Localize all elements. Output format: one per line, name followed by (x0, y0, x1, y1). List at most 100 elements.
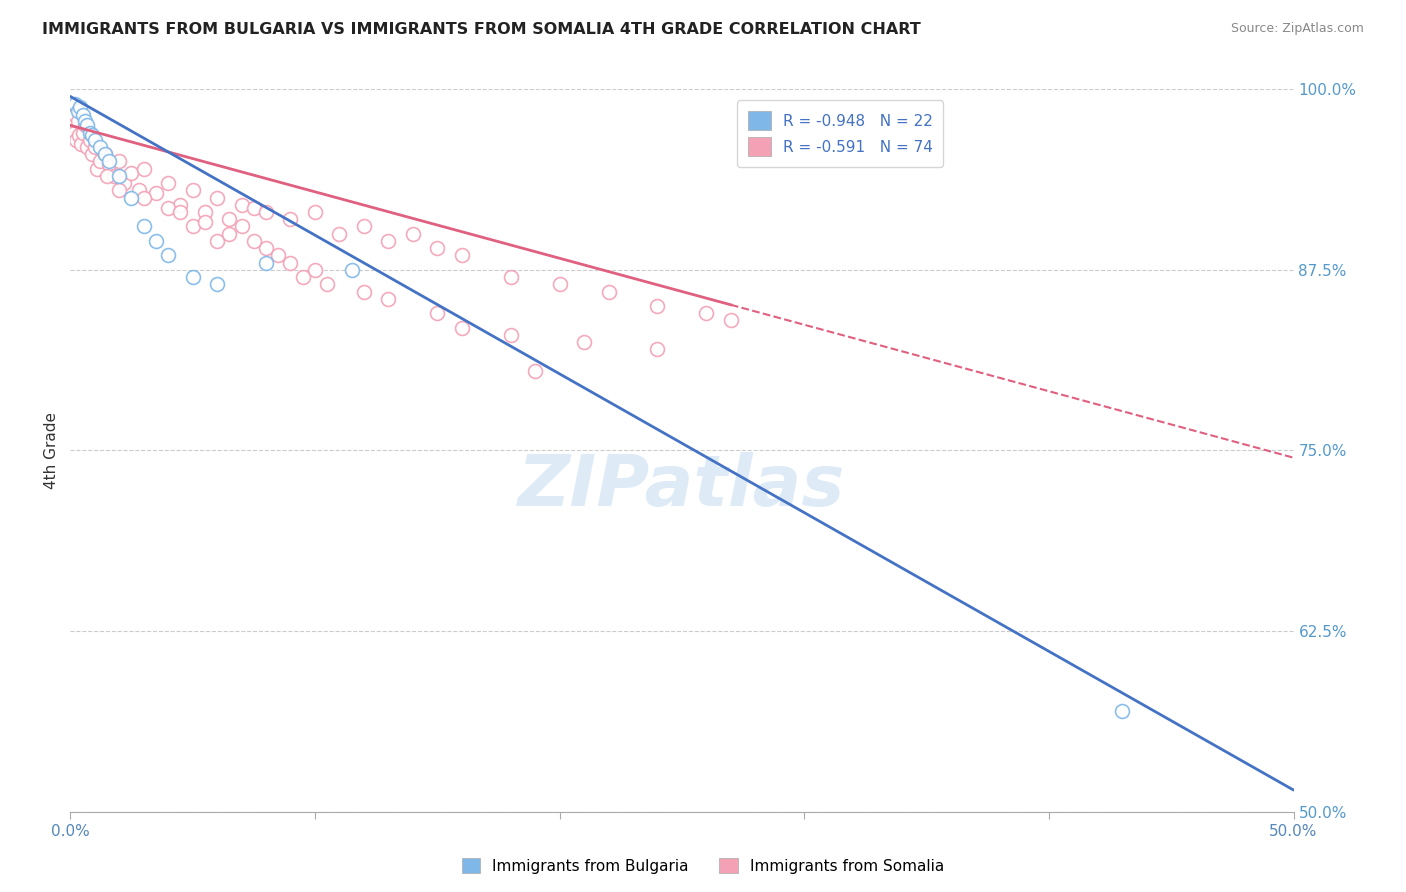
Point (353, 285, 375, 299)
Point (231, 198, 253, 212)
Point (108, 154, 131, 169)
Point (108, 169, 131, 183)
Point (62, 118, 84, 132)
Y-axis label: 4th Grade: 4th Grade (44, 412, 59, 489)
Point (426, 241, 449, 255)
Point (93, 147, 115, 161)
Point (402, 227, 425, 241)
Point (108, 183, 131, 197)
Point (72, 126, 94, 140)
Point (205, 234, 228, 248)
Point (98, 157, 121, 171)
Point (254, 241, 277, 255)
Point (121, 190, 143, 204)
Point (450, 248, 472, 262)
Point (66, 114, 89, 128)
Point (524, 364, 547, 378)
Point (98, 154, 121, 169)
Point (280, 212, 302, 227)
Point (93, 147, 115, 161)
Point (67, 128, 90, 143)
Point (316, 277, 339, 292)
Point (76, 118, 98, 132)
Point (128, 183, 150, 197)
Point (89, 140, 111, 154)
Point (647, 343, 669, 357)
Point (65, 133, 87, 147)
Point (86, 161, 108, 176)
Point (231, 219, 253, 234)
Point (66, 103, 89, 118)
Point (145, 186, 167, 201)
Point (169, 205, 191, 219)
Point (112, 176, 135, 190)
Point (82, 147, 104, 161)
Point (291, 270, 314, 285)
Point (181, 219, 204, 234)
Text: Source: ZipAtlas.com: Source: ZipAtlas.com (1230, 22, 1364, 36)
Point (181, 270, 204, 285)
Point (181, 183, 204, 197)
Point (377, 292, 399, 306)
Point (157, 248, 180, 262)
Point (548, 277, 571, 292)
Point (73, 118, 96, 132)
Point (194, 215, 217, 229)
Point (340, 263, 363, 277)
Point (450, 320, 472, 334)
Point (103, 169, 125, 183)
Legend: R = -0.948   N = 22, R = -0.591   N = 74: R = -0.948 N = 22, R = -0.591 N = 74 (737, 101, 943, 167)
Point (83, 133, 105, 147)
Point (205, 277, 228, 292)
Point (132, 219, 155, 234)
Point (720, 313, 742, 327)
Point (72, 108, 94, 122)
Point (132, 161, 155, 176)
Point (1111, 704, 1133, 718)
Point (169, 198, 191, 212)
Point (96, 169, 118, 183)
Point (79, 133, 101, 147)
Point (254, 255, 277, 269)
Point (267, 248, 290, 262)
Point (426, 306, 449, 320)
Point (205, 190, 228, 204)
Point (89, 154, 111, 169)
Point (218, 212, 240, 227)
Point (499, 327, 522, 342)
Point (76, 140, 98, 154)
Text: ZIPatlas: ZIPatlas (519, 452, 845, 521)
Point (304, 205, 326, 219)
Point (121, 166, 143, 180)
Point (69, 103, 91, 118)
Point (353, 219, 375, 234)
Point (377, 234, 399, 248)
Point (218, 227, 240, 241)
Point (194, 205, 217, 219)
Point (63, 126, 86, 140)
Point (280, 255, 302, 269)
Point (243, 234, 266, 248)
Legend: Immigrants from Bulgaria, Immigrants from Somalia: Immigrants from Bulgaria, Immigrants fro… (456, 852, 950, 880)
Point (63, 108, 86, 122)
Point (132, 190, 155, 204)
Point (572, 334, 595, 349)
Point (82, 128, 104, 143)
Point (254, 205, 277, 219)
Point (73, 114, 96, 128)
Point (60, 111, 83, 125)
Point (243, 201, 266, 215)
Point (83, 140, 105, 154)
Point (79, 126, 101, 140)
Point (157, 176, 180, 190)
Point (695, 306, 717, 320)
Text: IMMIGRANTS FROM BULGARIA VS IMMIGRANTS FROM SOMALIA 4TH GRADE CORRELATION CHART: IMMIGRANTS FROM BULGARIA VS IMMIGRANTS F… (42, 22, 921, 37)
Point (63, 96, 86, 111)
Point (145, 234, 167, 248)
Point (70, 137, 93, 152)
Point (598, 285, 620, 299)
Point (328, 227, 350, 241)
Point (304, 263, 326, 277)
Point (69, 99, 91, 113)
Point (499, 270, 522, 285)
